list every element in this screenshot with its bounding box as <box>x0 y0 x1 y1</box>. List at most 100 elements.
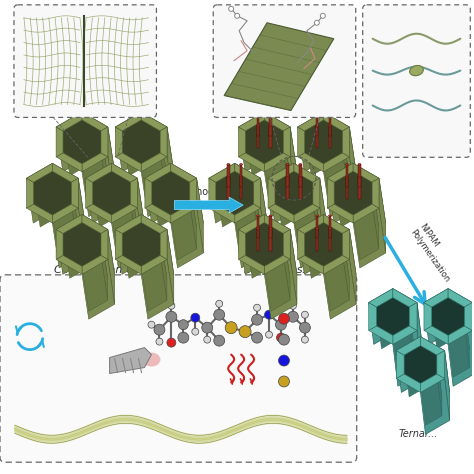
Polygon shape <box>145 163 171 182</box>
Polygon shape <box>56 112 89 172</box>
Circle shape <box>216 300 223 307</box>
Polygon shape <box>56 229 63 259</box>
Polygon shape <box>264 157 297 217</box>
Polygon shape <box>160 131 167 198</box>
Polygon shape <box>298 127 305 157</box>
Polygon shape <box>246 120 271 176</box>
Polygon shape <box>294 163 320 182</box>
Polygon shape <box>379 178 386 253</box>
Polygon shape <box>53 163 78 182</box>
Polygon shape <box>137 178 144 253</box>
Polygon shape <box>72 178 78 208</box>
FancyBboxPatch shape <box>14 5 156 118</box>
Polygon shape <box>108 229 115 304</box>
Polygon shape <box>353 171 379 227</box>
Bar <box>257 113 259 136</box>
Polygon shape <box>396 351 404 379</box>
Polygon shape <box>34 171 59 227</box>
Polygon shape <box>420 337 445 355</box>
Polygon shape <box>334 171 372 215</box>
Polygon shape <box>82 215 115 274</box>
Polygon shape <box>141 120 167 176</box>
Polygon shape <box>216 171 254 215</box>
FancyBboxPatch shape <box>213 5 356 118</box>
Polygon shape <box>298 112 324 131</box>
Polygon shape <box>448 326 470 377</box>
Polygon shape <box>56 215 89 274</box>
Circle shape <box>279 376 290 387</box>
Polygon shape <box>160 127 167 157</box>
Circle shape <box>204 336 211 343</box>
Polygon shape <box>264 215 297 274</box>
Polygon shape <box>420 346 442 397</box>
Circle shape <box>214 309 225 320</box>
Polygon shape <box>86 204 111 223</box>
Polygon shape <box>82 259 115 319</box>
Polygon shape <box>171 204 197 223</box>
Polygon shape <box>264 120 290 176</box>
Polygon shape <box>238 255 264 274</box>
Ellipse shape <box>227 164 230 165</box>
Polygon shape <box>111 208 144 268</box>
Bar <box>257 228 259 251</box>
Polygon shape <box>290 229 297 304</box>
Polygon shape <box>235 163 267 223</box>
Bar <box>269 228 272 251</box>
Bar <box>316 228 319 251</box>
Circle shape <box>276 333 285 342</box>
Polygon shape <box>122 120 160 164</box>
Polygon shape <box>305 222 343 266</box>
Text: Laser ON: Laser ON <box>48 308 99 318</box>
Ellipse shape <box>328 125 331 127</box>
Ellipse shape <box>239 164 243 165</box>
Polygon shape <box>82 112 115 172</box>
Bar <box>328 228 331 251</box>
Polygon shape <box>343 234 349 300</box>
Polygon shape <box>437 351 445 379</box>
Bar <box>346 164 348 187</box>
Polygon shape <box>145 163 177 223</box>
Polygon shape <box>420 374 445 392</box>
Polygon shape <box>264 112 297 172</box>
Text: N: N <box>294 354 304 367</box>
Polygon shape <box>141 157 174 217</box>
Polygon shape <box>283 229 290 259</box>
Polygon shape <box>53 204 78 223</box>
Polygon shape <box>445 351 450 420</box>
Polygon shape <box>327 178 334 208</box>
Polygon shape <box>465 302 472 330</box>
Polygon shape <box>27 163 59 223</box>
Circle shape <box>290 302 296 309</box>
Polygon shape <box>324 222 349 278</box>
Bar <box>328 216 331 238</box>
Polygon shape <box>27 178 34 208</box>
FancyArrow shape <box>174 197 243 213</box>
FancyBboxPatch shape <box>0 275 357 462</box>
Bar <box>316 216 319 238</box>
Polygon shape <box>82 120 108 176</box>
Circle shape <box>166 311 177 322</box>
Polygon shape <box>393 289 422 345</box>
Polygon shape <box>424 302 432 330</box>
Polygon shape <box>290 127 297 201</box>
Polygon shape <box>369 289 393 307</box>
Polygon shape <box>432 298 465 336</box>
Polygon shape <box>238 229 246 259</box>
Polygon shape <box>283 234 290 300</box>
Ellipse shape <box>239 176 243 178</box>
Polygon shape <box>34 171 72 215</box>
Circle shape <box>275 319 286 330</box>
Circle shape <box>178 332 189 343</box>
Polygon shape <box>27 204 53 223</box>
Polygon shape <box>264 255 290 311</box>
Polygon shape <box>343 229 349 259</box>
Polygon shape <box>115 215 148 274</box>
Polygon shape <box>353 204 379 223</box>
Polygon shape <box>141 215 167 234</box>
Text: Large cross-linker: Large cross-linker <box>244 265 344 275</box>
Polygon shape <box>82 222 108 278</box>
Polygon shape <box>393 326 417 345</box>
Polygon shape <box>167 127 174 201</box>
Polygon shape <box>197 178 203 253</box>
Polygon shape <box>424 326 448 345</box>
